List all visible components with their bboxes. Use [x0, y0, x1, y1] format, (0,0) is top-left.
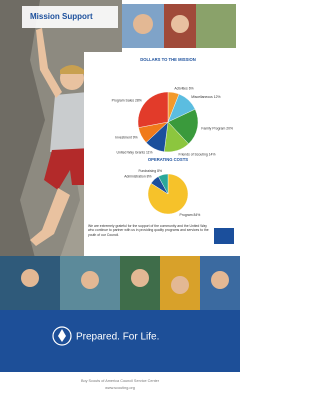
slice-category: Family Program	[201, 126, 225, 130]
photo-face	[171, 15, 189, 33]
photo-face	[21, 269, 39, 287]
slice-label: Administration 8%	[124, 174, 151, 178]
slice-value: 8%	[147, 174, 152, 178]
slice-label: United Way Grants 11%	[117, 150, 153, 154]
photo-face	[171, 276, 189, 294]
slice-label: Program 84%	[180, 213, 201, 217]
title: Mission Support	[30, 12, 93, 21]
photo-face	[81, 271, 99, 289]
slice-category: Fundraising	[138, 169, 156, 173]
slice-value: 9%	[133, 135, 138, 139]
slice-value: 14%	[209, 152, 216, 156]
chart-title: OPERATING COSTS	[148, 157, 188, 162]
slice-label: Fundraising 8%	[138, 169, 162, 173]
slice-category: United Way Grants	[117, 150, 146, 154]
slice-value: 84%	[194, 213, 201, 217]
body-text: We are extremely grateful for the suppor…	[88, 224, 212, 237]
slice-label: Investment 9%	[115, 135, 137, 139]
slice-label: Activities 6%	[174, 86, 193, 90]
photo	[196, 4, 236, 48]
slice-value: 20%	[226, 126, 233, 130]
slice-label: Family Program 20%	[201, 126, 233, 130]
slice-value: 28%	[135, 98, 142, 102]
slice-value: 8%	[157, 169, 162, 173]
website: www.scouting.org	[105, 386, 135, 390]
photo-face	[133, 14, 153, 34]
slice-value: 11%	[146, 150, 153, 154]
slice-label: Program Sales 28%	[112, 98, 142, 102]
body-text-box: We are extremely grateful for the suppor…	[88, 224, 212, 254]
slice-label: Friends of Scouting 14%	[179, 152, 216, 156]
slice-category: Investment	[115, 135, 132, 139]
slice-value: 6%	[189, 86, 194, 90]
slice-label: Miscellaneous 12%	[191, 95, 220, 99]
slice-category: Friends of Scouting	[179, 152, 208, 156]
photo-face	[211, 271, 229, 289]
badge	[214, 228, 234, 244]
address: Boy Scouts of America Council Service Ce…	[81, 379, 160, 383]
slice-category: Program	[180, 213, 193, 217]
slice-category: Administration	[124, 174, 146, 178]
slice-value: 12%	[214, 95, 221, 99]
slice-category: Activities	[174, 86, 188, 90]
chart-title: DOLLARS TO THE MISSION	[140, 57, 196, 62]
photo-face	[131, 269, 149, 287]
slice-category: Program Sales	[112, 98, 135, 102]
slogan: Prepared. For Life.	[76, 332, 159, 343]
slice-category: Miscellaneous	[191, 95, 213, 99]
page: Mission Support DOLLARS TO THE MISSION Ac…	[0, 0, 240, 403]
